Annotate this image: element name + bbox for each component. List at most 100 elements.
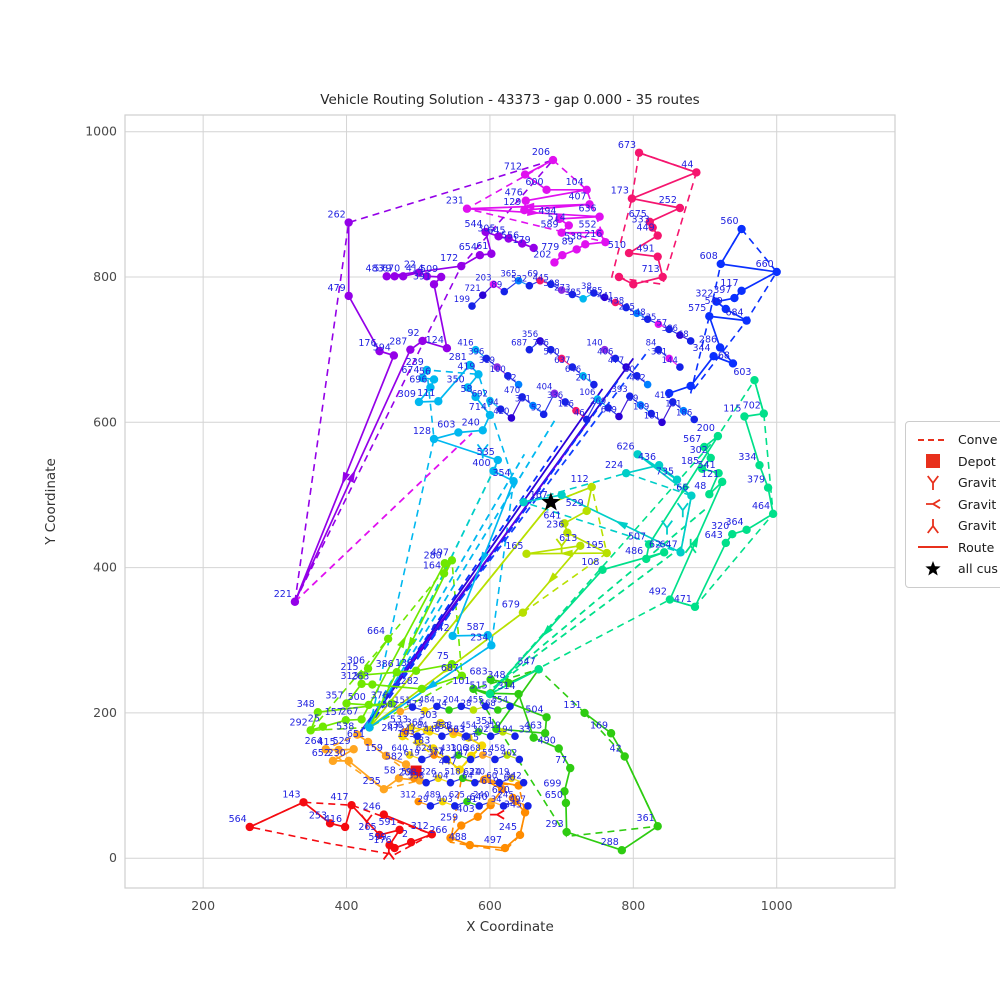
route-green-nodes bbox=[469, 665, 662, 855]
svg-text:354: 354 bbox=[492, 468, 510, 479]
svg-text:314: 314 bbox=[497, 681, 515, 692]
svg-text:106: 106 bbox=[450, 743, 468, 754]
svg-text:200: 200 bbox=[697, 423, 715, 434]
svg-text:400: 400 bbox=[472, 458, 490, 469]
svg-text:108: 108 bbox=[581, 557, 599, 568]
svg-text:489: 489 bbox=[424, 791, 440, 801]
svg-text:548: 548 bbox=[629, 308, 645, 318]
svg-text:484: 484 bbox=[419, 695, 435, 705]
svg-text:181: 181 bbox=[644, 411, 660, 421]
svg-text:50: 50 bbox=[624, 365, 635, 375]
svg-text:34: 34 bbox=[491, 795, 502, 805]
svg-text:245: 245 bbox=[499, 822, 517, 833]
svg-text:365: 365 bbox=[500, 270, 516, 280]
svg-text:411: 411 bbox=[655, 391, 671, 401]
svg-text:59: 59 bbox=[401, 767, 412, 777]
svg-text:136: 136 bbox=[395, 658, 413, 669]
svg-text:702: 702 bbox=[743, 401, 761, 412]
svg-text:265: 265 bbox=[358, 822, 376, 833]
svg-text:646: 646 bbox=[565, 365, 581, 375]
legend-entry-0: Conve bbox=[916, 429, 1000, 451]
svg-text:381: 381 bbox=[651, 347, 667, 357]
svg-text:368: 368 bbox=[465, 744, 481, 754]
svg-text:288: 288 bbox=[601, 837, 619, 848]
all-customers-star bbox=[541, 492, 561, 511]
route-magenta-nodes bbox=[462, 155, 610, 267]
svg-text:151: 151 bbox=[665, 400, 681, 410]
svg-text:309: 309 bbox=[398, 389, 416, 400]
svg-text:684: 684 bbox=[725, 308, 743, 319]
svg-text:779: 779 bbox=[541, 242, 559, 253]
svg-text:186: 186 bbox=[676, 408, 692, 418]
svg-text:131: 131 bbox=[563, 700, 581, 711]
svg-text:129: 129 bbox=[503, 197, 521, 208]
svg-text:230: 230 bbox=[328, 748, 346, 759]
svg-text:556: 556 bbox=[501, 231, 519, 242]
svg-text:522: 522 bbox=[511, 275, 527, 285]
svg-text:104: 104 bbox=[566, 177, 584, 188]
svg-text:673: 673 bbox=[618, 140, 636, 151]
svg-text:438: 438 bbox=[608, 297, 624, 307]
svg-text:654: 654 bbox=[459, 242, 477, 253]
svg-text:247: 247 bbox=[381, 723, 399, 734]
svg-text:246: 246 bbox=[363, 802, 381, 813]
svg-text:600: 600 bbox=[525, 177, 543, 188]
legend-label-5: Route bbox=[958, 539, 995, 555]
svg-text:252: 252 bbox=[659, 195, 677, 206]
svg-text:379: 379 bbox=[747, 475, 765, 486]
svg-text:619: 619 bbox=[481, 776, 499, 787]
svg-text:60: 60 bbox=[486, 772, 497, 782]
svg-text:508: 508 bbox=[543, 279, 559, 289]
svg-text:800: 800 bbox=[93, 269, 117, 284]
svg-text:116: 116 bbox=[558, 400, 574, 410]
svg-text:0: 0 bbox=[109, 850, 117, 865]
svg-text:206: 206 bbox=[532, 147, 550, 158]
legend-entry-5: Route bbox=[916, 537, 1000, 559]
svg-text:292: 292 bbox=[290, 717, 308, 728]
route-crimson-nodes bbox=[614, 148, 701, 289]
svg-text:183: 183 bbox=[412, 736, 430, 747]
svg-text:675: 675 bbox=[629, 209, 647, 220]
svg-text:736: 736 bbox=[533, 339, 549, 349]
svg-text:351: 351 bbox=[432, 721, 450, 732]
svg-text:402: 402 bbox=[501, 748, 517, 758]
svg-text:567: 567 bbox=[683, 434, 701, 445]
svg-text:391: 391 bbox=[413, 271, 431, 282]
gravity-markers bbox=[360, 443, 697, 860]
svg-text:494: 494 bbox=[538, 206, 556, 217]
svg-text:319: 319 bbox=[479, 356, 495, 366]
svg-text:447: 447 bbox=[439, 757, 457, 768]
route-violet-hull bbox=[294, 158, 556, 603]
svg-text:400: 400 bbox=[335, 898, 359, 913]
route-chartreuse bbox=[368, 485, 608, 729]
svg-text:625: 625 bbox=[449, 791, 465, 801]
svg-text:224: 224 bbox=[605, 460, 623, 471]
svg-text:652: 652 bbox=[312, 748, 330, 759]
svg-text:560: 560 bbox=[720, 216, 738, 227]
svg-text:202: 202 bbox=[533, 249, 551, 260]
cluster-bottom-nodes bbox=[396, 702, 532, 810]
svg-text:417: 417 bbox=[330, 792, 348, 803]
svg-text:448: 448 bbox=[424, 725, 440, 735]
svg-text:169: 169 bbox=[590, 720, 608, 731]
route-orange-2-hull bbox=[325, 733, 422, 791]
svg-text:77: 77 bbox=[555, 755, 567, 766]
svg-text:89: 89 bbox=[491, 281, 502, 291]
svg-text:357: 357 bbox=[325, 690, 343, 701]
svg-text:640: 640 bbox=[391, 744, 407, 754]
svg-text:582: 582 bbox=[382, 700, 398, 710]
svg-text:445: 445 bbox=[533, 273, 549, 283]
svg-text:471: 471 bbox=[674, 594, 692, 605]
svg-text:165: 165 bbox=[505, 541, 523, 552]
svg-text:464: 464 bbox=[752, 501, 770, 512]
route-red-nodes bbox=[245, 798, 437, 853]
svg-text:117: 117 bbox=[720, 278, 738, 289]
svg-text:492: 492 bbox=[649, 587, 667, 598]
svg-text:462: 462 bbox=[629, 374, 645, 384]
svg-text:660: 660 bbox=[756, 259, 774, 270]
svg-text:407: 407 bbox=[568, 191, 586, 202]
svg-text:33: 33 bbox=[519, 725, 531, 736]
svg-text:575: 575 bbox=[688, 303, 706, 314]
svg-text:518: 518 bbox=[444, 767, 460, 777]
